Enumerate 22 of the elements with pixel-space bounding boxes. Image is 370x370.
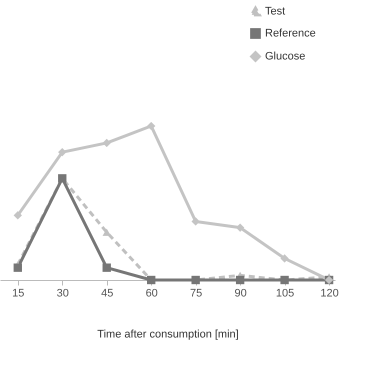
point bbox=[280, 254, 289, 263]
point bbox=[191, 217, 200, 226]
point bbox=[58, 148, 66, 156]
point bbox=[102, 138, 111, 148]
x-tick-label: 30 bbox=[56, 288, 69, 300]
x-tick-label: 45 bbox=[101, 288, 114, 300]
point bbox=[102, 228, 111, 236]
x-tick-label: 60 bbox=[146, 288, 158, 300]
x-tick-label: 120 bbox=[320, 288, 339, 300]
point bbox=[236, 276, 244, 284]
point bbox=[147, 122, 156, 130]
legend-label: Reference bbox=[265, 28, 316, 40]
legend-label: Test bbox=[265, 6, 286, 18]
point bbox=[102, 263, 111, 272]
point bbox=[14, 211, 22, 220]
x-tick-label: 15 bbox=[12, 288, 24, 300]
x-tick-label: 75 bbox=[190, 288, 202, 300]
point bbox=[14, 263, 22, 272]
x-tick-label: 105 bbox=[276, 288, 294, 300]
x-tick-label: 90 bbox=[234, 288, 247, 300]
legend-label: Glucose bbox=[265, 50, 306, 62]
x-axis-title: Time after consumption [min] bbox=[97, 328, 239, 340]
